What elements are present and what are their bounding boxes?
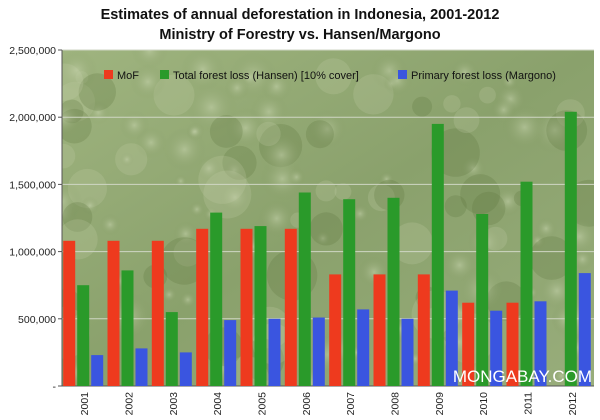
bar-mof-2001 — [63, 240, 76, 386]
x-tick-label: 2012 — [567, 392, 579, 416]
bars — [63, 111, 591, 387]
bar-hansen-2012 — [564, 111, 577, 387]
legend-label: Primary forest loss (Margono) — [411, 70, 556, 82]
bar-mof-2009 — [417, 274, 430, 386]
bar-margono-2010 — [490, 310, 503, 386]
y-tick-label: 2,000,000 — [9, 112, 56, 124]
bar-margono-2009 — [445, 290, 458, 386]
bar-mof-2006 — [284, 228, 297, 386]
bar-margono-2007 — [357, 309, 370, 386]
x-tick-label: 2009 — [434, 392, 446, 416]
bar-margono-2005 — [268, 318, 281, 386]
bar-mof-2008 — [373, 274, 386, 386]
bar-mof-2004 — [196, 228, 209, 386]
legend-label: MoF — [117, 70, 139, 82]
chart-title-group: Estimates of annual deforestation in Ind… — [101, 7, 500, 43]
legend-label: Total forest loss (Hansen) [10% cover] — [173, 70, 359, 82]
bar-hansen-2003 — [165, 312, 178, 386]
bar-margono-2001 — [91, 355, 104, 386]
legend: MoF Total forest loss (Hansen) [10% cover… — [104, 70, 556, 82]
bar-hansen-2001 — [77, 285, 90, 386]
bar-hansen-2009 — [431, 123, 444, 387]
chart-title: Estimates of annual deforestation in Ind… — [101, 7, 500, 23]
bar-mof-2007 — [329, 274, 342, 386]
x-tick-label: 2002 — [124, 392, 136, 416]
watermark-text: MONGABAY.COM — [453, 367, 592, 386]
bar-hansen-2005 — [254, 226, 267, 386]
y-tick-label: 2,500,000 — [9, 45, 56, 57]
bar-margono-2008 — [401, 318, 414, 386]
bar-margono-2006 — [312, 317, 325, 386]
bar-hansen-2008 — [387, 197, 400, 386]
legend-swatch — [398, 70, 407, 79]
x-tick-labels: 2001 2002 2003 2004 2005 2006 2007 2008 2009 2010… — [79, 392, 579, 416]
y-tick-label: 500,000 — [18, 314, 56, 326]
bar-hansen-2010 — [476, 214, 489, 386]
bar-margono-2003 — [179, 352, 192, 386]
x-tick-label: 2008 — [390, 392, 402, 416]
legend-swatch — [160, 70, 169, 79]
bar-hansen-2002 — [121, 270, 134, 386]
bar-hansen-2007 — [343, 199, 356, 386]
bar-hansen-2011 — [520, 181, 533, 386]
bar-margono-2011 — [534, 301, 547, 386]
y-tick-label: 1,500,000 — [9, 179, 56, 191]
bar-mof-2005 — [240, 228, 253, 386]
bar-margono-2012 — [578, 273, 591, 386]
bar-hansen-2006 — [298, 192, 311, 386]
x-tick-label: 2003 — [168, 392, 180, 416]
y-tick-label: - — [53, 381, 57, 393]
axes — [61, 50, 594, 387]
y-tick-label: 1,000,000 — [9, 247, 56, 259]
x-tick-label: 2001 — [79, 392, 91, 416]
y-tick-labels: - 500,000 1,000,000 1,500,000 2,000,000 2,500… — [9, 45, 56, 393]
bar-mof-2002 — [107, 240, 120, 386]
x-tick-label: 2010 — [478, 392, 490, 416]
x-tick-label: 2007 — [345, 392, 357, 416]
x-tick-label: 2004 — [212, 392, 224, 416]
bar-hansen-2004 — [210, 212, 223, 386]
legend-swatch — [104, 70, 113, 79]
bar-margono-2004 — [224, 320, 237, 386]
bar-mof-2010 — [462, 302, 475, 386]
bar-mof-2011 — [506, 302, 519, 386]
chart-subtitle: Ministry of Forestry vs. Hansen/Margono — [159, 27, 440, 43]
bar-margono-2002 — [135, 348, 148, 386]
x-tick-label: 2011 — [523, 392, 535, 415]
bar-mof-2003 — [151, 240, 164, 386]
x-tick-label: 2005 — [257, 392, 269, 416]
x-tick-label: 2006 — [301, 392, 313, 416]
gridlines — [58, 49, 594, 387]
